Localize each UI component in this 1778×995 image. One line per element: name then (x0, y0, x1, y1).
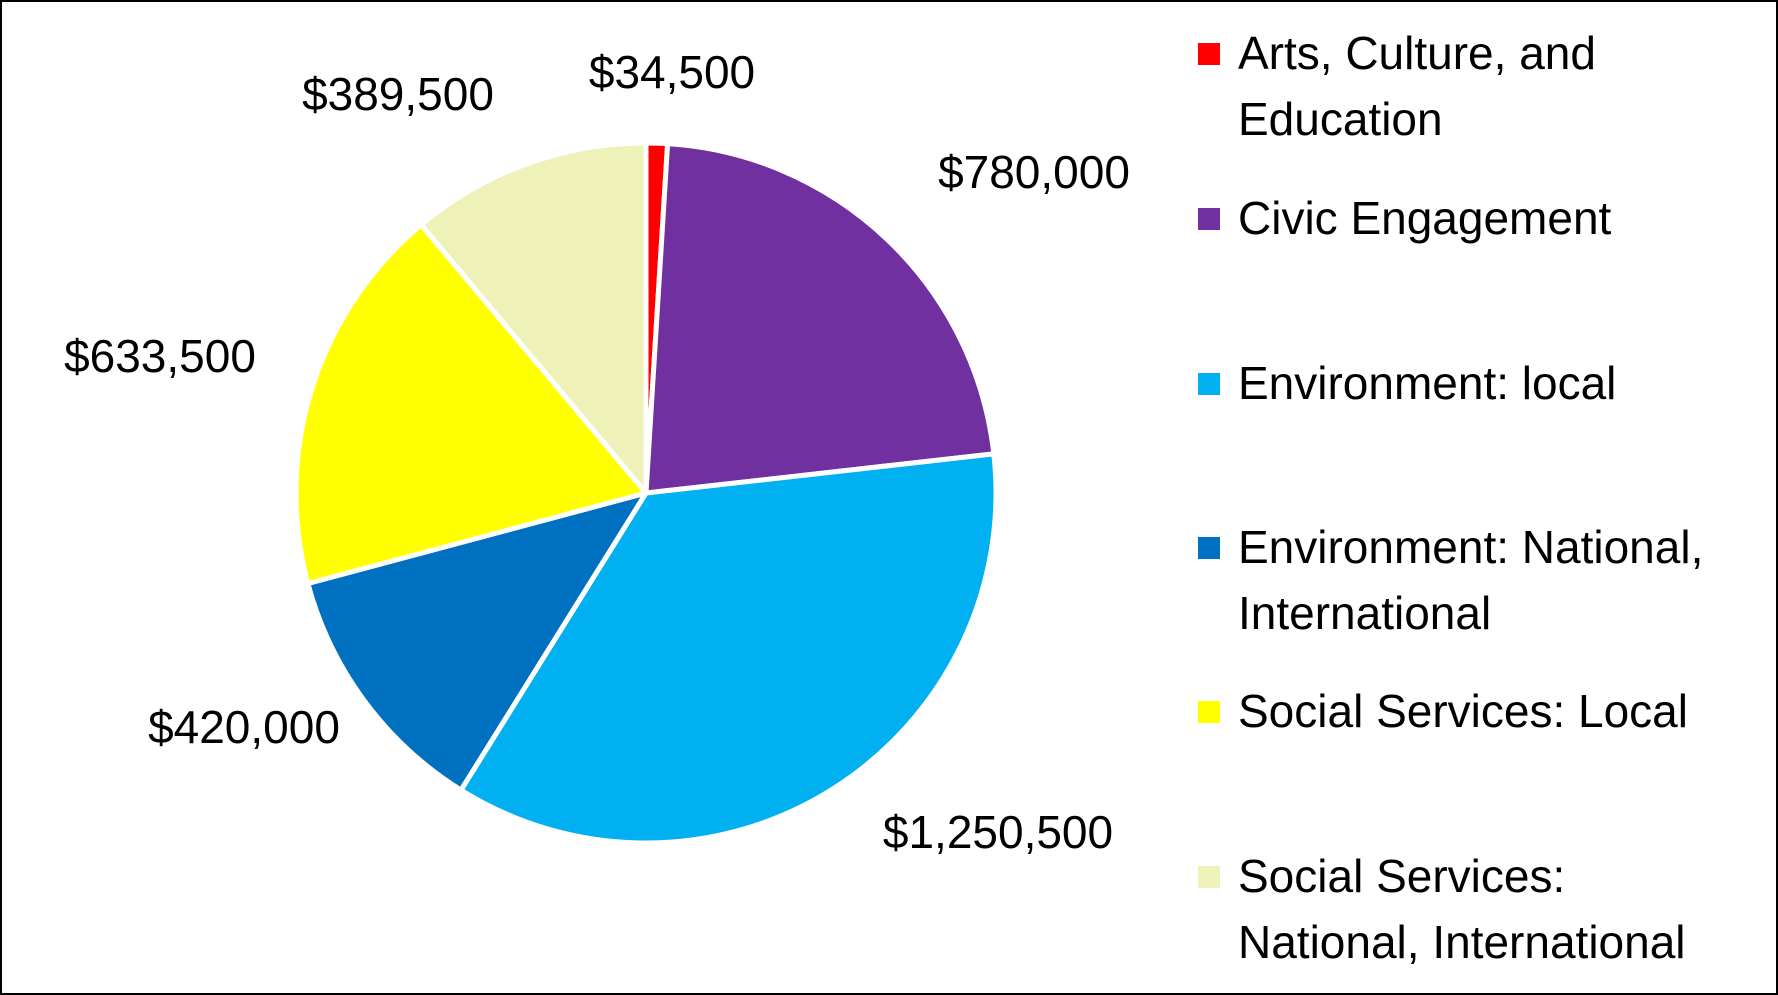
data-label-social-services-national-international: $389,500 (302, 68, 494, 120)
pie-slice-social-services-local (293, 222, 649, 586)
legend: Arts, Culture, and Education Civic Engagem… (1198, 27, 1703, 968)
pie-slices (293, 140, 999, 846)
legend-label-civic-engagement: Civic Engagement (1238, 192, 1612, 244)
pie-slice-civic-engagement (643, 141, 997, 496)
legend-swatch-civic-engagement (1198, 208, 1220, 230)
pie-slice-social-services-national-international (418, 140, 649, 496)
legend-swatch-social-services-national-international (1198, 866, 1220, 888)
legend-label-environment-local: Environment: local (1238, 357, 1616, 409)
legend-label-environment-national-international: Environment: National, International (1238, 521, 1703, 639)
legend-label-social-services-local: Social Services: Local (1238, 685, 1688, 737)
legend-label-arts-culture-and-education: Arts, Culture, and Education (1238, 27, 1596, 145)
data-labels: $34,500 $780,000 $1,250,500 $420,000 $633,50… (64, 46, 1130, 858)
legend-swatch-arts-culture-and-education (1198, 43, 1220, 65)
data-label-civic-engagement: $780,000 (938, 146, 1130, 198)
pie-slice-environment-local (458, 451, 999, 846)
legend-label-social-services-national-international: Social Services: National, International (1238, 850, 1686, 968)
legend-swatch-environment-local (1198, 373, 1220, 395)
legend-swatch-social-services-local (1198, 701, 1220, 723)
pie-slice-environment-national-international (305, 490, 649, 793)
data-label-environment-local: $1,250,500 (883, 806, 1113, 858)
data-label-arts-culture-and-education: $34,500 (589, 46, 755, 98)
legend-swatch-environment-national-international (1198, 537, 1220, 559)
data-label-social-services-local: $633,500 (64, 330, 256, 382)
data-label-environment-national-international: $420,000 (148, 701, 340, 753)
